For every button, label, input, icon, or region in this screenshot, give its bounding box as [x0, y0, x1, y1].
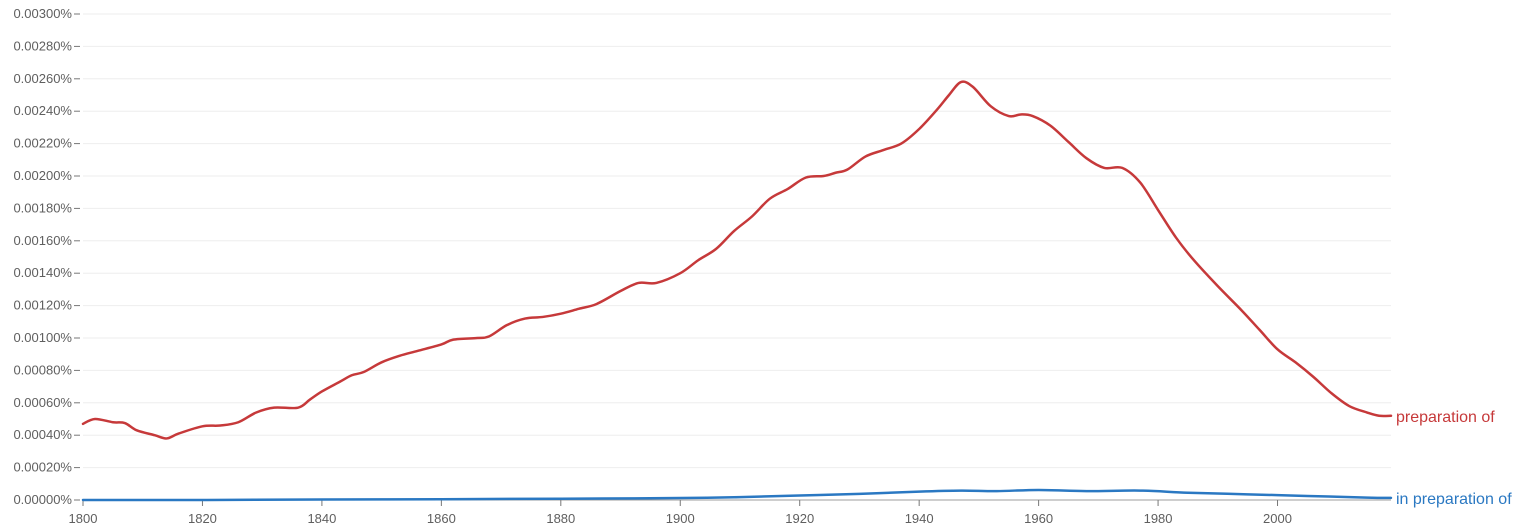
x-tick-label: 1920 [785, 511, 814, 526]
series-label-in-preparation-of: in preparation of [1396, 491, 1512, 508]
y-tick-label: 0.00180% [13, 200, 72, 215]
x-tick-label: 1880 [546, 511, 575, 526]
y-tick-label: 0.00080% [13, 362, 72, 377]
y-axis: 0.00000% 0.00020% 0.00040% 0.00060% 0.00080%… [13, 6, 80, 507]
y-tick-label: 0.00260% [13, 71, 72, 86]
y-tick-label: 0.00060% [13, 395, 72, 410]
y-tick-label: 0.00240% [13, 103, 72, 118]
y-tick-label: 0.00220% [13, 136, 72, 151]
series-line-in-preparation-of[interactable] [81, 488, 1393, 502]
y-tick-label: 0.00000% [13, 492, 72, 507]
y-tick-label: 0.00140% [13, 265, 72, 280]
x-axis: 1800 1820 1840 1860 1880 1900 1920 1940 1960 1980… [69, 499, 1391, 526]
series-line-preparation-of[interactable] [81, 80, 1393, 440]
y-tick-label: 0.00200% [13, 168, 72, 183]
y-tick-label: 0.00020% [13, 460, 72, 475]
x-tick-label: 1900 [666, 511, 695, 526]
y-tick-label: 0.00280% [13, 38, 72, 53]
x-tick-label: 1840 [307, 511, 336, 526]
gridlines [83, 13, 1391, 469]
x-tick-label: 1800 [69, 511, 98, 526]
x-tick-label: 1940 [905, 511, 934, 526]
series-end-labels: preparation of in preparation of [1396, 409, 1512, 508]
y-tick-label: 0.00040% [13, 427, 72, 442]
x-tick-label: 1860 [427, 511, 456, 526]
x-tick-label: 1820 [188, 511, 217, 526]
x-tick-label: 1960 [1024, 511, 1053, 526]
y-tick-label: 0.00120% [13, 298, 72, 313]
series-lines [81, 80, 1393, 502]
x-tick-label: 1980 [1144, 511, 1173, 526]
series-label-preparation-of: preparation of [1396, 409, 1495, 426]
y-tick-label: 0.00100% [13, 330, 72, 345]
y-tick-label: 0.00300% [13, 6, 72, 21]
y-tick-label: 0.00160% [13, 233, 72, 248]
x-tick-label: 2000 [1263, 511, 1292, 526]
